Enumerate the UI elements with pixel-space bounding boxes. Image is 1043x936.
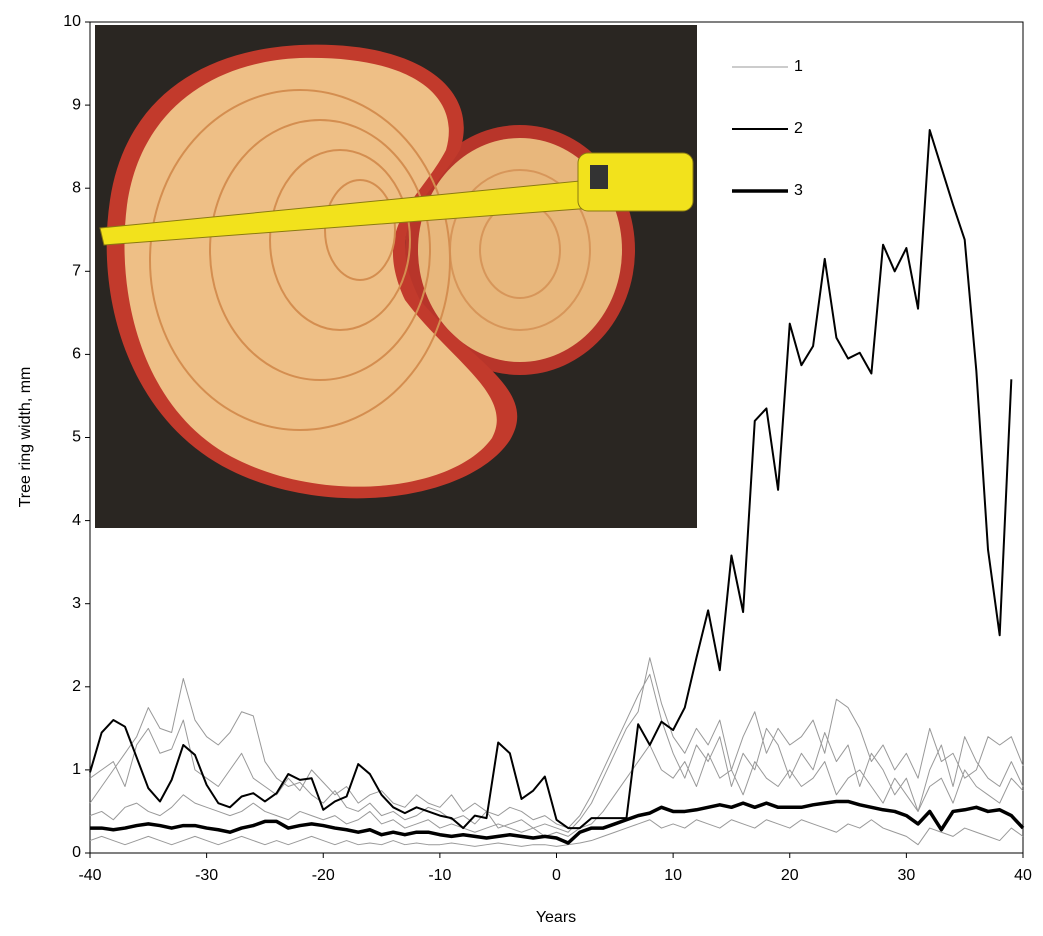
x-tick-label: -10 — [428, 867, 451, 884]
legend-label: 3 — [794, 182, 803, 199]
x-tick-label: 0 — [552, 867, 561, 884]
y-tick-label: 8 — [72, 179, 81, 196]
x-tick-label: -30 — [195, 867, 218, 884]
x-tick-label: 40 — [1014, 867, 1032, 884]
y-tick-label: 0 — [72, 844, 81, 861]
x-tick-label: -40 — [78, 867, 101, 884]
series-line — [89, 657, 1024, 833]
y-tick-label: 6 — [72, 346, 81, 363]
x-tick-label: 10 — [664, 867, 682, 884]
y-tick-label: 9 — [72, 96, 81, 113]
x-tick-label: 30 — [897, 867, 915, 884]
series-line — [89, 673, 1024, 829]
series-line — [90, 799, 1025, 845]
x-tick-label: -20 — [312, 867, 335, 884]
tree-photo — [95, 25, 697, 528]
y-tick-label: 1 — [72, 761, 81, 778]
y-tick-label: 3 — [72, 595, 81, 612]
y-tick-label: 7 — [72, 263, 81, 280]
y-tick-label: 10 — [63, 13, 81, 30]
legend-label: 1 — [794, 58, 803, 75]
y-tick-label: 4 — [72, 512, 81, 529]
y-tick-label: 5 — [72, 429, 81, 446]
y-axis-label: Tree ring width, mm — [17, 367, 34, 508]
x-axis-label: Years — [536, 909, 576, 926]
series-line — [89, 744, 1024, 837]
y-tick-label: 2 — [72, 678, 81, 695]
x-tick-label: 20 — [781, 867, 799, 884]
legend-label: 2 — [794, 120, 803, 137]
series-line — [89, 819, 1024, 847]
series-line — [89, 129, 1013, 830]
